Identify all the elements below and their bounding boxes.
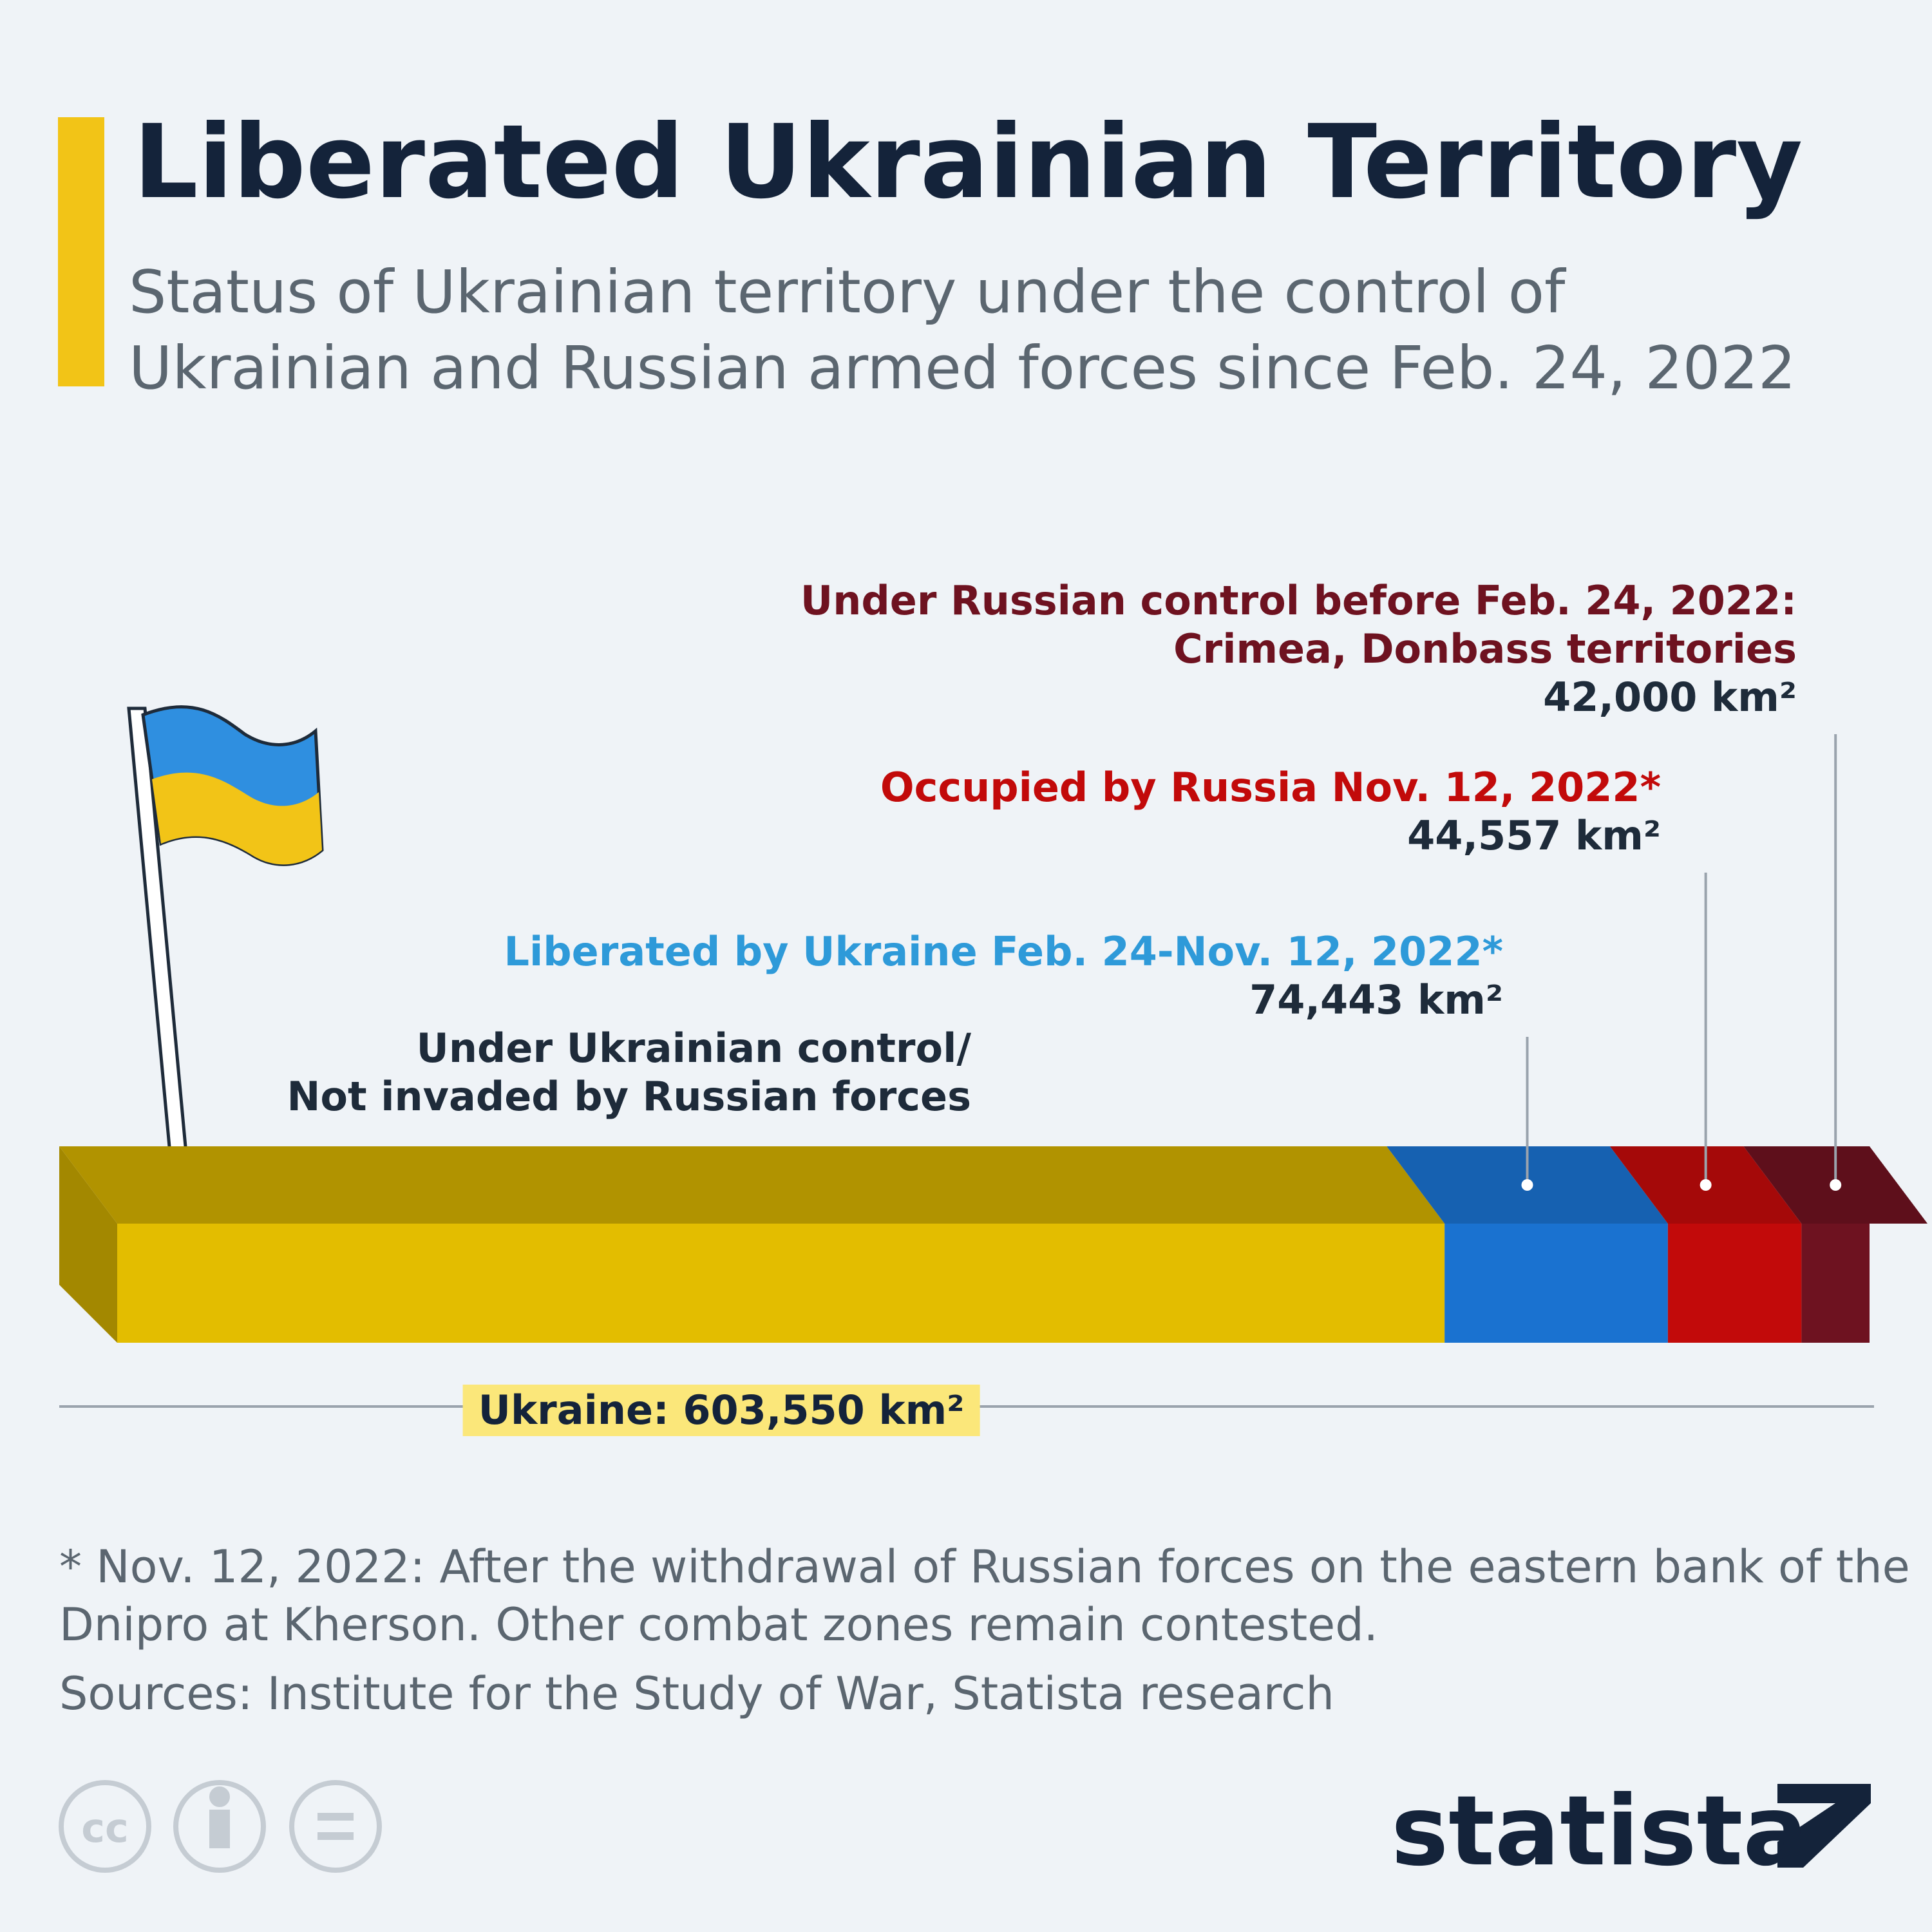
series-label: Liberated by Ukraine Feb. 24-Nov. 12, 20… — [504, 928, 1503, 975]
bar-top — [59, 1146, 1445, 1224]
leader-dot — [1521, 1179, 1533, 1191]
bar-front — [1801, 1224, 1870, 1343]
leader-dot — [1700, 1179, 1712, 1191]
source: Sources: Institute for the Study of War,… — [59, 1667, 1334, 1720]
bar-front — [117, 1224, 1445, 1343]
brand-logo — [1777, 1784, 1871, 1868]
value-label: 42,000 km² — [1543, 674, 1797, 721]
value-label: 44,557 km² — [1407, 812, 1661, 859]
leader-dot — [1830, 1179, 1842, 1191]
total-label: Ukraine: 603,550 km² — [462, 1385, 980, 1436]
series-label: Under Russian control before Feb. 24, 20… — [800, 577, 1797, 672]
value-label: 74,443 km² — [1249, 976, 1503, 1023]
accent-bar — [58, 117, 104, 386]
bar-front — [1444, 1224, 1668, 1343]
bar-side — [59, 1146, 117, 1343]
svg-text:cc: cc — [81, 1804, 129, 1852]
bar-front — [1667, 1224, 1802, 1343]
brand: statista — [1391, 1776, 1808, 1888]
flag — [127, 705, 324, 1232]
chart-title: Liberated Ukrainian Territory — [133, 103, 1803, 222]
license-icons: cc — [59, 1780, 382, 1873]
series-label: Under Ukrainian control/ Not invaded by … — [287, 1025, 971, 1120]
footnote: * Nov. 12, 2022: After the withdrawal of… — [59, 1540, 1910, 1651]
chart-subtitle: Status of Ukrainian territory under the … — [129, 258, 1796, 402]
series-label: Occupied by Russia Nov. 12, 2022* — [880, 764, 1661, 811]
